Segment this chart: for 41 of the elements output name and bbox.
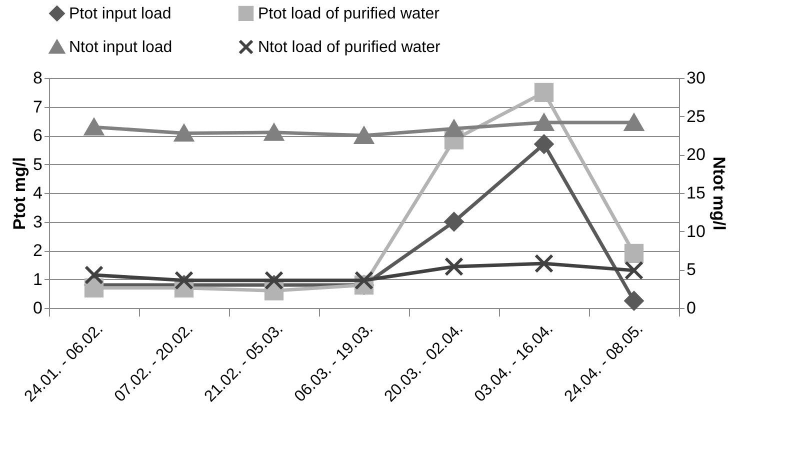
point bbox=[84, 118, 104, 136]
point bbox=[174, 124, 194, 142]
y-axis-title: Ptot mg/l bbox=[10, 157, 30, 230]
y-tick-label: 1 bbox=[33, 270, 42, 289]
y2-axis-title: Ntot mg/l bbox=[709, 156, 728, 230]
point bbox=[174, 270, 194, 290]
y-tick-label: 2 bbox=[33, 241, 42, 260]
point bbox=[444, 212, 464, 232]
y2-tick-label: 0 bbox=[686, 298, 696, 318]
y2-tick-label: 25 bbox=[686, 106, 706, 126]
y2-tick-label: 20 bbox=[686, 145, 706, 164]
point bbox=[624, 291, 644, 310]
point bbox=[84, 265, 104, 285]
point bbox=[444, 257, 464, 276]
legend-label: Ptot input load bbox=[69, 5, 172, 22]
point bbox=[534, 114, 554, 131]
y2-tick-label: 10 bbox=[686, 222, 706, 241]
point bbox=[624, 260, 644, 280]
point bbox=[534, 134, 554, 154]
point bbox=[624, 244, 644, 263]
y2-tick-label: 30 bbox=[686, 68, 706, 88]
legend-label: Ntot input load bbox=[69, 39, 172, 56]
y2-tick-label: 5 bbox=[686, 260, 696, 280]
point bbox=[444, 120, 464, 138]
y-tick-label: 7 bbox=[33, 97, 42, 116]
legend-label: Ptot load of purified water bbox=[258, 5, 440, 22]
point bbox=[624, 114, 644, 131]
y-tick-label: 6 bbox=[33, 126, 42, 145]
y-tick-label: 5 bbox=[33, 154, 42, 174]
y-tick-label: 3 bbox=[33, 212, 42, 232]
y-tick-label: 0 bbox=[33, 298, 42, 318]
point bbox=[354, 127, 374, 144]
point bbox=[534, 82, 554, 102]
y2-tick-label: 15 bbox=[686, 184, 706, 202]
point bbox=[534, 254, 554, 274]
point bbox=[264, 124, 284, 141]
y-tick-label: 8 bbox=[33, 68, 42, 88]
point bbox=[354, 270, 374, 290]
point bbox=[264, 270, 284, 290]
y-tick-label: 4 bbox=[33, 184, 42, 202]
legend-label: Ntot load of purified water bbox=[258, 39, 441, 56]
